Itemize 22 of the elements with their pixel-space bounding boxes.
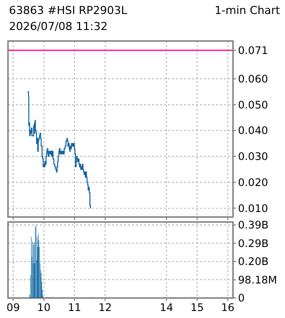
y-tick-label: 0.030 xyxy=(238,151,268,164)
y-tick-label: 0.020 xyxy=(238,176,268,189)
x-tick-label: 11 xyxy=(68,302,82,314)
y-tick-label: 0.29B xyxy=(238,238,269,250)
x-tick-label: 16 xyxy=(221,302,235,314)
chart-subtitle: 1-min Chart xyxy=(214,4,281,17)
y-tick-label: 0.39B xyxy=(238,220,269,232)
x-tick-label: 12 xyxy=(98,302,112,314)
y-tick-label: 0 xyxy=(238,292,245,305)
x-tick-label: 10 xyxy=(37,302,51,314)
chart-title: 63863 #HSI RP2903L xyxy=(9,4,128,17)
y-tick-label: 0.010 xyxy=(238,202,268,215)
y-tick-label: 0.060 xyxy=(238,73,268,86)
text: 2026/07/08 11:32 xyxy=(9,20,108,33)
x-tick-label: 15 xyxy=(190,302,204,314)
y-tick-label: 0.071 xyxy=(238,44,268,57)
y-tick-label: 0.20B xyxy=(238,256,269,268)
y-tick-label: 0.050 xyxy=(238,99,268,112)
y-tick-label: 0.040 xyxy=(238,125,268,138)
x-tick-label: 09 xyxy=(6,302,20,314)
y-tick-label: 98.18M xyxy=(238,274,278,286)
x-tick-label: 14 xyxy=(160,302,174,314)
